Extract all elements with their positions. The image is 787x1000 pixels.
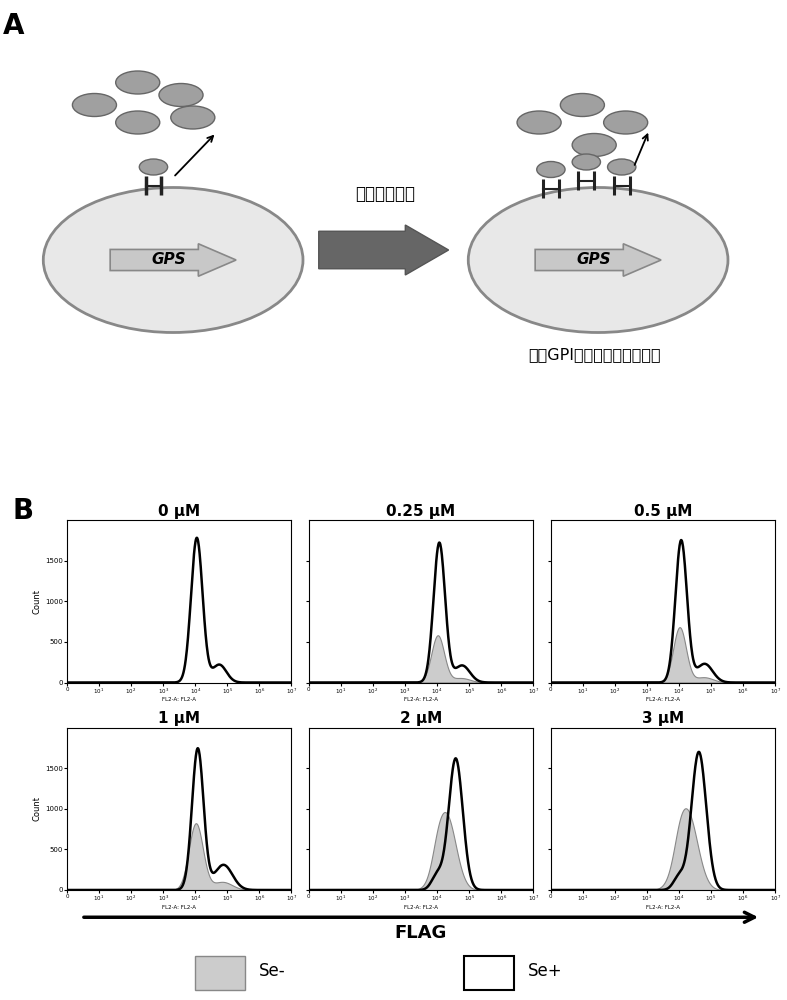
Ellipse shape xyxy=(116,111,160,134)
Text: 补充亚硒酸钓: 补充亚硒酸钓 xyxy=(356,184,416,202)
Text: GPS: GPS xyxy=(577,252,611,267)
Y-axis label: Count: Count xyxy=(33,589,42,614)
X-axis label: FL2-A: FL2-A: FL2-A: FL2-A xyxy=(162,697,196,702)
Text: B: B xyxy=(13,497,34,525)
Ellipse shape xyxy=(604,111,648,134)
Text: FLAG: FLAG xyxy=(395,924,447,942)
Title: 0 μM: 0 μM xyxy=(158,504,200,519)
Title: 0.5 μM: 0.5 μM xyxy=(634,504,692,519)
Ellipse shape xyxy=(468,188,728,332)
Bar xyxy=(195,956,245,990)
X-axis label: FL2-A: FL2-A: FL2-A: FL2-A xyxy=(162,905,196,910)
Ellipse shape xyxy=(159,84,203,106)
Y-axis label: Count: Count xyxy=(33,796,42,821)
Title: 3 μM: 3 μM xyxy=(642,711,684,726)
Title: 2 μM: 2 μM xyxy=(400,711,442,726)
Ellipse shape xyxy=(537,161,565,178)
Title: 1 μM: 1 μM xyxy=(158,711,200,726)
Ellipse shape xyxy=(572,133,616,156)
Ellipse shape xyxy=(43,188,303,332)
X-axis label: FL2-A: FL2-A: FL2-A: FL2-A xyxy=(404,697,438,702)
Polygon shape xyxy=(110,244,236,276)
Bar xyxy=(464,956,514,990)
X-axis label: FL2-A: FL2-A: FL2-A: FL2-A xyxy=(646,697,680,702)
Text: Se-: Se- xyxy=(259,962,286,980)
Ellipse shape xyxy=(139,159,168,175)
Title: 0.25 μM: 0.25 μM xyxy=(386,504,456,519)
Ellipse shape xyxy=(572,154,600,170)
Ellipse shape xyxy=(72,94,116,116)
X-axis label: FL2-A: FL2-A: FL2-A: FL2-A xyxy=(404,905,438,910)
Polygon shape xyxy=(535,244,661,276)
FancyArrow shape xyxy=(319,225,449,275)
Ellipse shape xyxy=(608,159,636,175)
Text: Se+: Se+ xyxy=(528,962,563,980)
Ellipse shape xyxy=(560,94,604,116)
Text: 诱导GPI锁定形态蛋白的表达: 诱导GPI锁定形态蛋白的表达 xyxy=(528,348,660,362)
Ellipse shape xyxy=(517,111,561,134)
Text: A: A xyxy=(2,12,24,40)
Text: GPS: GPS xyxy=(152,252,187,267)
X-axis label: FL2-A: FL2-A: FL2-A: FL2-A xyxy=(646,905,680,910)
Ellipse shape xyxy=(171,106,215,129)
Ellipse shape xyxy=(116,71,160,94)
